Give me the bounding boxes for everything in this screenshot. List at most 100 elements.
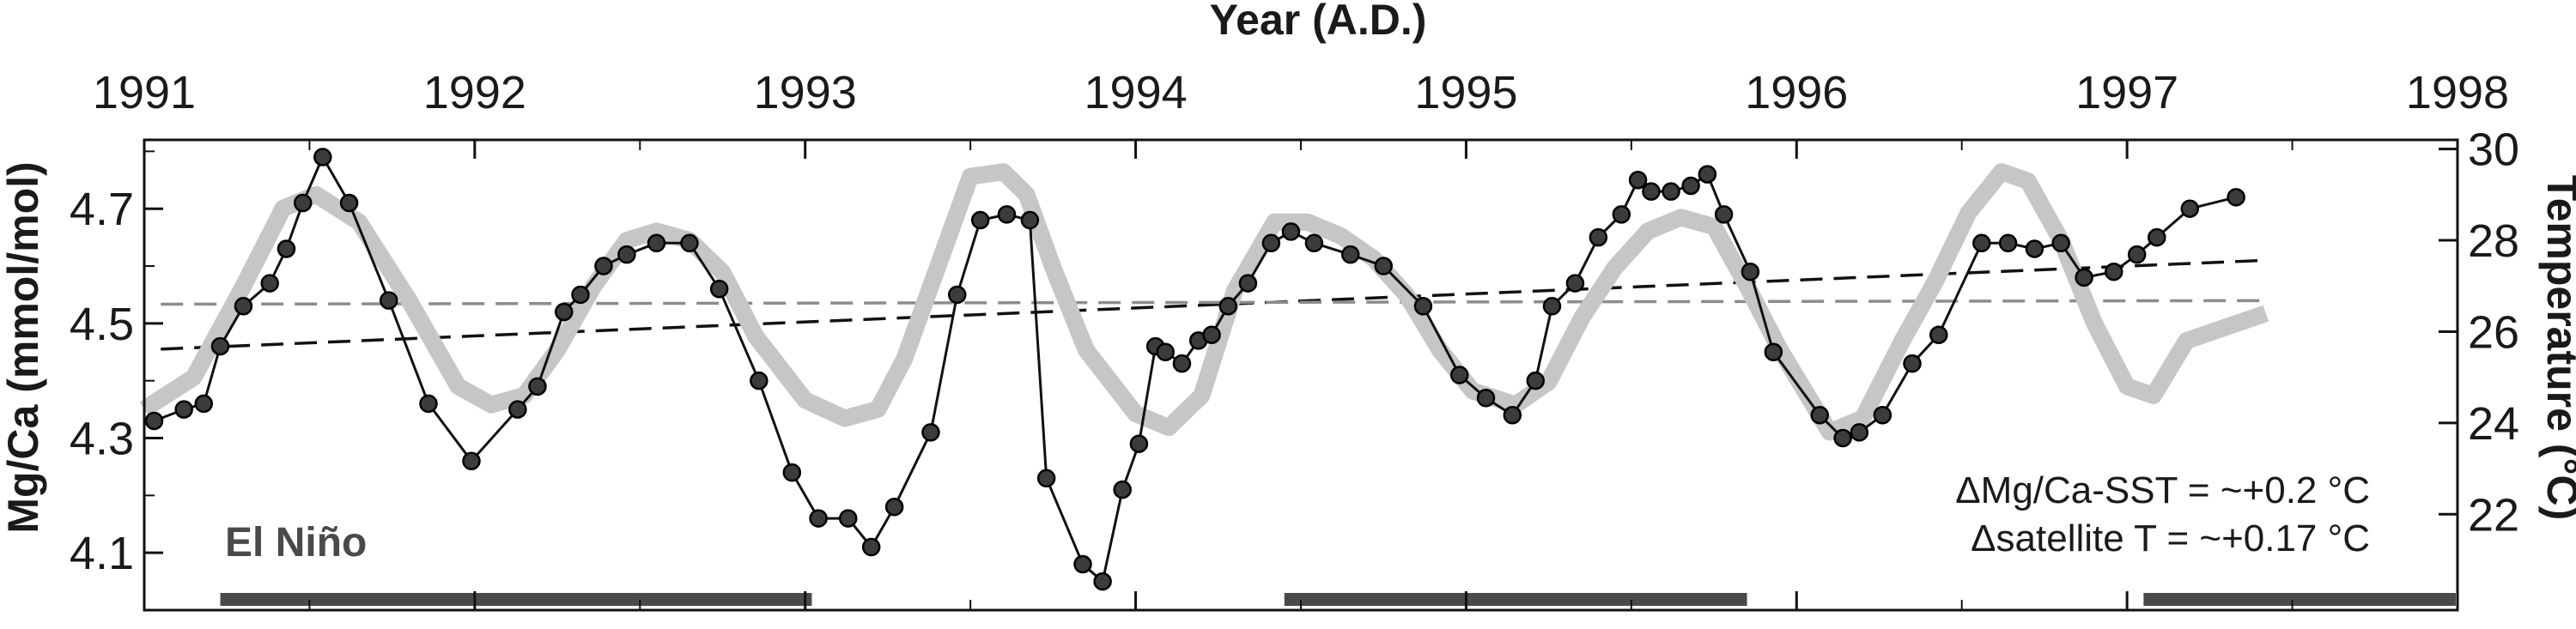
mg-ca-point (2025, 239, 2044, 258)
y-right-tick-label: 28 (2468, 215, 2519, 267)
mg-ca-point (571, 285, 590, 305)
mg-ca-point (1929, 325, 1948, 344)
y-left-tick-label: 4.3 (70, 414, 134, 465)
x-tick-label: 1991 (93, 67, 196, 118)
mg-ca-point (1810, 406, 1829, 425)
temperature-trend-line (161, 299, 2266, 306)
mg-ca-point (1903, 354, 1922, 373)
mg-ca-point (1093, 572, 1112, 591)
mg-ca-point (419, 394, 438, 414)
mg-ca-point (617, 245, 636, 264)
mg-ca-point (709, 280, 729, 299)
x-tick-label: 1995 (1414, 67, 1517, 118)
axes: 1991 1992 1993 1994 1995 1996 1997 1998 4.1 4.3 4.… (70, 67, 2519, 612)
mg-ca-point (947, 285, 967, 305)
mg-ca-point (1449, 366, 1469, 384)
x-tick-label: 1998 (2406, 67, 2509, 118)
mg-ca-trend-line (161, 258, 2266, 351)
mg-ca-point (380, 291, 398, 310)
mg-ca-point (1374, 257, 1393, 275)
y-right-tick-label: 30 (2468, 124, 2519, 176)
mg-ca-point (1202, 325, 1221, 344)
temperature-line (139, 163, 2269, 441)
x-axis-title: Year (A.D.) (1210, 0, 1427, 44)
mg-ca-point (508, 400, 527, 419)
mg-ca-point (1172, 354, 1192, 373)
x-tick-label: 1996 (1745, 67, 1848, 118)
mg-ca-point (1156, 342, 1175, 362)
mg-ca-point (1113, 480, 1132, 499)
mg-ca-point (1972, 233, 1991, 253)
mg-ca-point (594, 257, 613, 275)
mg-ca-point (680, 233, 699, 253)
mg-ca-point (2227, 188, 2245, 207)
mg-ca-point (1998, 233, 2018, 253)
mg-ca-point (1261, 233, 1281, 253)
mg-ca-point (1129, 434, 1149, 453)
mg-ca-point (1476, 388, 1496, 408)
mg-ca-point (1020, 210, 1040, 230)
y-right-axis-title: Temperature (°C) (2538, 175, 2576, 520)
mg-ca-point (1642, 182, 1661, 201)
mg-ca-point (1340, 245, 1360, 264)
mg-ca-point (1304, 233, 1324, 253)
el-nino-label: El Niño (225, 520, 367, 565)
y-right-tick-label: 24 (2468, 398, 2519, 450)
mg-ca-point (750, 371, 769, 390)
el-nino-bars (220, 593, 2456, 606)
mg-ca-point (1850, 423, 1869, 442)
x-tick-label: 1997 (2075, 67, 2178, 118)
mg-ca-point (1681, 176, 1700, 196)
mg-ca-series (144, 148, 2245, 591)
x-tick-label: 1993 (754, 67, 857, 118)
mg-ca-point (2180, 199, 2200, 218)
mg-ca-point (970, 210, 990, 230)
mg-ca-point (1036, 469, 1056, 488)
mg-ca-point (462, 451, 481, 470)
mg-ca-point (1612, 205, 1631, 224)
mg-ca-point (1741, 262, 1760, 281)
mg-ca-point (1833, 428, 1852, 448)
mg-ca-point (1662, 182, 1680, 201)
mg-ca-point (210, 336, 230, 356)
mg-ca-point (1764, 342, 1783, 362)
y-left-tick-label: 4.5 (70, 299, 134, 350)
mg-ca-point (1714, 205, 1734, 224)
mg-ca-point (339, 193, 359, 213)
x-tick-label: 1992 (423, 67, 526, 118)
mg-ca-point (528, 377, 547, 396)
mg-ca-point (1873, 406, 1893, 425)
mg-ca-point (313, 148, 332, 166)
mg-ca-point (921, 423, 940, 442)
y-left-tick-label: 4.7 (70, 184, 134, 235)
mg-ca-point (194, 394, 214, 414)
mg-ca-point (782, 463, 802, 482)
mg-ca-point (1073, 554, 1092, 574)
x-tick-label: 1994 (1084, 67, 1188, 118)
temperature-series (139, 163, 2269, 441)
mg-ca-point (2104, 262, 2123, 281)
mg-ca-point (1503, 406, 1522, 425)
mg-ca-point (260, 274, 279, 293)
mg-ca-point (276, 239, 296, 258)
y-left-tick-label: 4.1 (70, 528, 134, 579)
mg-ca-point (1565, 274, 1585, 293)
mg-ca-point (2148, 227, 2166, 247)
el-nino-bar (220, 593, 812, 606)
mg-ca-line (153, 155, 2237, 584)
mg-ca-point (1238, 274, 1258, 293)
annotation-satellite-t: Δsatellite T = ~+0.17 °C (1971, 517, 2370, 559)
y-right-tick-label: 26 (2468, 306, 2519, 358)
el-nino-bar (1284, 593, 1747, 606)
mg-ca-point (234, 297, 253, 316)
mg-ca-point (2127, 245, 2147, 264)
mg-ca-point (861, 537, 881, 557)
y-right-tick-label: 22 (2468, 489, 2519, 541)
y-left-axis-title: Mg/Ca (mmol/mol) (0, 161, 47, 533)
el-nino-bar (2143, 593, 2456, 606)
annotation-mgca-sst: ΔMg/Ca-SST = ~+0.2 °C (1955, 469, 2370, 511)
mg-ca-point (293, 193, 313, 213)
mg-ca-point (2075, 268, 2093, 287)
mg-ca-point (1589, 227, 1608, 247)
